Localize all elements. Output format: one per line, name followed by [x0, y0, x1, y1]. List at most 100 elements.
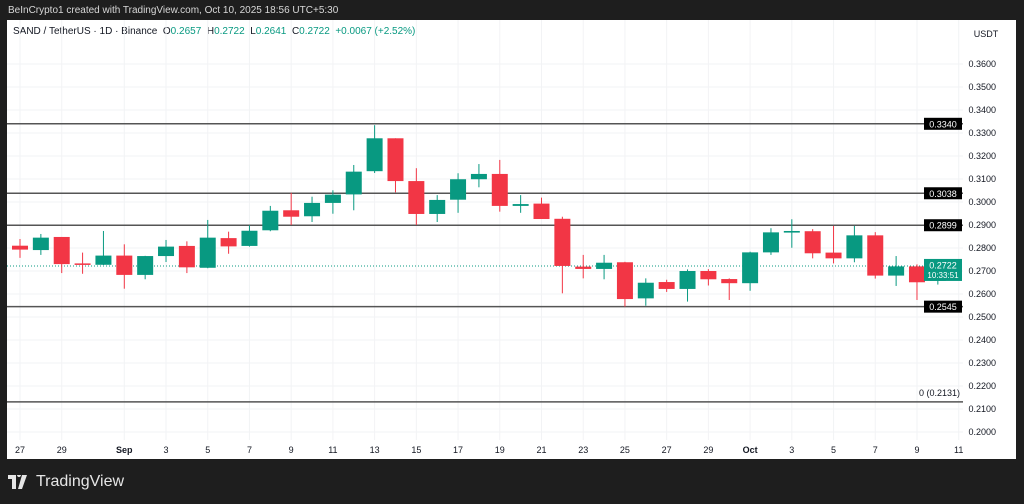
y-tick-label: 0.3100 — [968, 174, 996, 184]
candle-body — [324, 194, 341, 203]
candle-body — [575, 266, 592, 269]
x-tick-label: 23 — [578, 445, 588, 455]
open-value: 0.2657 — [170, 26, 202, 37]
level-price-tag — [924, 187, 962, 200]
y-tick-label: 0.2400 — [968, 335, 996, 345]
candle-body — [366, 138, 383, 172]
x-tick-label: 27 — [15, 445, 25, 455]
x-tick-label: 3 — [789, 445, 794, 455]
open-label: O — [162, 26, 171, 37]
last-price-label: 0.2722 — [929, 260, 957, 270]
y-tick-label: 0.2700 — [968, 266, 996, 276]
tradingview-brand: TradingView — [36, 473, 125, 490]
y-tick-label: 0.3300 — [968, 128, 996, 138]
candle-body — [283, 210, 300, 217]
candle-body — [241, 230, 258, 246]
candle-body — [888, 266, 905, 276]
x-tick-label: 17 — [453, 445, 463, 455]
high-value: 0.2722 — [214, 26, 245, 37]
x-tick-label: 29 — [57, 445, 67, 455]
candle-body — [491, 173, 508, 206]
low-value: 0.2641 — [255, 26, 287, 37]
x-tick-label: 5 — [205, 445, 210, 455]
y-tick-label: 0.2200 — [968, 381, 996, 391]
bar-countdown: 10:33:51 — [927, 271, 959, 280]
candle-body — [637, 282, 654, 299]
candle-body — [825, 252, 842, 259]
x-tick-label: 5 — [831, 445, 836, 455]
tradingview-logo-icon — [8, 475, 27, 489]
candle-body — [554, 218, 571, 266]
candle-body — [53, 236, 70, 265]
x-tick-label: 9 — [914, 445, 919, 455]
y-tick-label: 0.3200 — [968, 151, 996, 161]
level-price-label: 0.2545 — [929, 302, 957, 312]
candle-body — [345, 171, 362, 195]
x-tick-label: Oct — [743, 445, 758, 455]
x-tick-label: 15 — [411, 445, 421, 455]
x-tick-label: 13 — [370, 445, 380, 455]
candle-body — [408, 181, 425, 214]
y-tick-label: 0.3400 — [968, 105, 996, 115]
currency-label: USDT — [974, 29, 999, 39]
y-tick-label: 0.3600 — [968, 59, 996, 69]
candle-body — [158, 246, 175, 257]
candle-body — [596, 262, 613, 269]
y-tick-label: 0.3000 — [968, 197, 996, 207]
level-price-label: 0.3038 — [929, 189, 957, 199]
level-price-label: 0.2899 — [929, 221, 957, 231]
x-tick-label: 19 — [495, 445, 505, 455]
x-tick-label: 11 — [328, 445, 337, 455]
candle-body — [387, 138, 404, 182]
level-label: 0 (0.2131) — [919, 388, 960, 398]
x-tick-label: 3 — [164, 445, 169, 455]
candle-body — [867, 235, 884, 276]
low-label: L — [250, 26, 256, 37]
y-tick-label: 0.2800 — [968, 243, 996, 253]
y-tick-label: 0.2100 — [968, 404, 996, 414]
candle-body — [450, 179, 467, 200]
candle-body — [742, 252, 759, 284]
close-label: C — [291, 26, 300, 37]
candle-body — [533, 203, 550, 220]
tradingview-logo[interactable]: TradingView — [8, 473, 124, 491]
high-label: H — [206, 26, 215, 37]
x-tick-label: 7 — [247, 445, 252, 455]
candle-body — [262, 210, 279, 231]
close-value: 0.2722 — [299, 26, 330, 37]
candle-body — [908, 266, 925, 283]
candle-body — [846, 235, 863, 259]
x-tick-label: 9 — [289, 445, 294, 455]
candle-body — [178, 245, 195, 268]
candle-body — [658, 282, 675, 289]
symbol-title[interactable]: SAND / TetherUS · 1D · Binance — [13, 26, 158, 37]
y-tick-label: 0.2500 — [968, 312, 996, 322]
x-tick-label: Sep — [116, 445, 133, 455]
candle-body — [679, 271, 696, 289]
candle-body — [783, 230, 800, 233]
candle-body — [512, 204, 529, 206]
candle-body — [12, 245, 28, 250]
y-tick-label: 0.2000 — [968, 427, 996, 437]
y-tick-label: 0.2600 — [968, 289, 996, 299]
x-tick-label: 29 — [703, 445, 713, 455]
candle-body — [721, 279, 738, 284]
candle-body — [32, 237, 49, 251]
x-tick-label: 21 — [536, 445, 546, 455]
last-price-tag — [924, 258, 962, 281]
x-tick-label: 11 — [954, 445, 963, 455]
y-tick-label: 0.3500 — [968, 82, 996, 92]
candle-body — [804, 231, 821, 254]
candle-body — [304, 202, 321, 217]
candle-body — [616, 262, 633, 300]
candle-body — [199, 237, 216, 268]
candle-body — [137, 256, 154, 275]
x-tick-label: 7 — [873, 445, 878, 455]
candle-body — [429, 199, 446, 214]
candle-body — [95, 255, 112, 265]
level-price-tag — [924, 300, 962, 313]
candle-body — [220, 238, 237, 247]
candle-body — [74, 263, 91, 265]
symbol-legend: SAND / TetherUS · 1D · Binance O0.2657 H… — [13, 26, 415, 37]
